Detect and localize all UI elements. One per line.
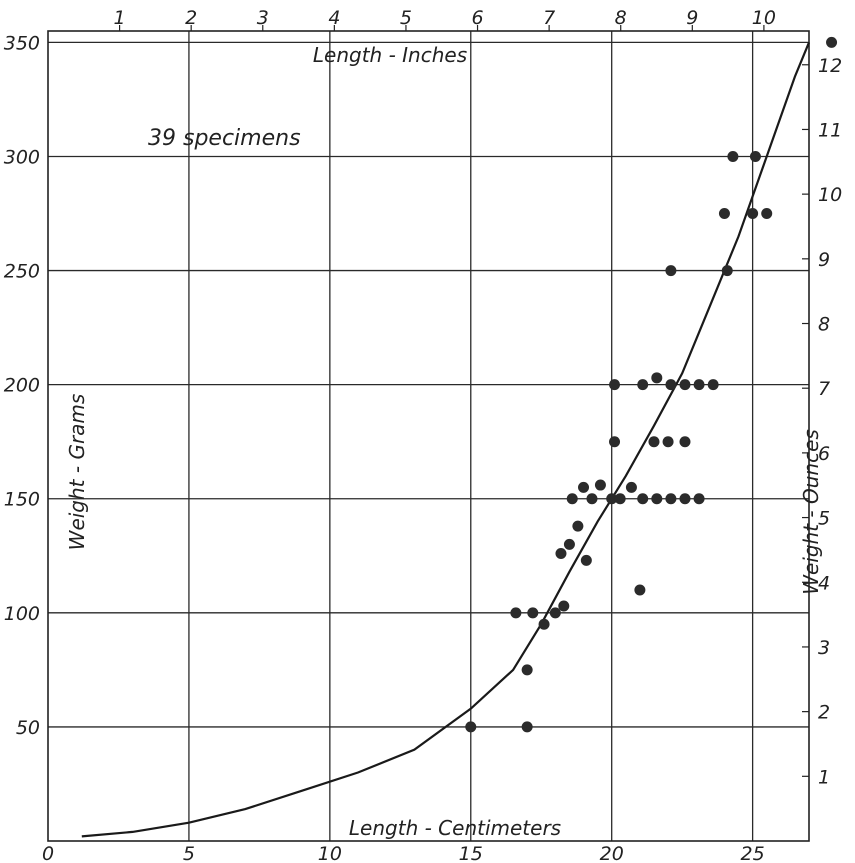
data-point: [727, 150, 739, 162]
x-tick-label-inch: 6: [471, 7, 483, 29]
data-point: [634, 584, 646, 596]
y-tick-label-ounces: 10: [818, 184, 842, 206]
data-point: [693, 493, 705, 505]
y-tick-label-grams: 150: [4, 489, 40, 511]
data-point: [572, 520, 584, 532]
top-axis-title: Length - Inches: [313, 43, 467, 67]
data-point: [578, 481, 590, 493]
x-tick-label-cm: 10: [318, 843, 342, 863]
x-tick-label-inch: 3: [257, 7, 269, 29]
x-tick-label-inch: 10: [752, 7, 776, 29]
y-tick-label-ounces: 3: [818, 637, 830, 659]
y-tick-label-grams: 50: [16, 717, 40, 739]
data-point: [563, 538, 575, 550]
data-point: [521, 664, 533, 676]
data-point: [648, 436, 660, 448]
data-point: [614, 493, 626, 505]
y-tick-label-ounces: 8: [818, 314, 830, 336]
y-tick-label-ounces: 9: [818, 249, 830, 271]
data-point: [747, 208, 759, 220]
y-tick-label-grams: 300: [4, 146, 40, 168]
data-point: [609, 436, 621, 448]
bottom-tick-labels: 0 5 10 15 20 25: [42, 843, 765, 863]
data-point: [637, 493, 649, 505]
x-tick-label-inch: 4: [328, 7, 340, 29]
left-tick-labels: 50 100 150 200 250 300 350: [4, 32, 40, 739]
y-tick-label-grams: 250: [4, 261, 40, 283]
data-point: [510, 607, 522, 619]
y-tick-label-ounces: 1: [818, 766, 830, 788]
bottom-axis-title: Length - Centimeters: [349, 816, 561, 840]
x-tick-label-cm: 0: [42, 843, 54, 863]
data-point: [665, 493, 677, 505]
top-tick-labels: 1 2 3 4 5 6 7 8 9 10: [114, 7, 776, 31]
data-point: [527, 607, 539, 619]
data-point: [679, 493, 691, 505]
y-tick-label-ounces: 4: [818, 572, 830, 594]
y-tick-label-ounces: 6: [818, 443, 830, 465]
data-point: [665, 265, 677, 277]
plot-frame: [47, 30, 810, 842]
x-tick-label-cm: 5: [183, 843, 195, 863]
data-point: [549, 607, 561, 619]
y-tick-label-ounces: 7: [818, 378, 830, 400]
y-tick-label-ounces: 11: [818, 119, 842, 141]
y-tick-label-ounces: 12: [818, 55, 842, 77]
left-axis-title: Weight - Grams: [65, 394, 89, 551]
data-point: [566, 493, 578, 505]
data-points: [465, 36, 838, 733]
data-point: [749, 150, 761, 162]
x-tick-label-inch: 8: [615, 7, 627, 29]
y-tick-label-ounces: 2: [818, 702, 830, 724]
y-tick-label-grams: 100: [4, 603, 40, 625]
data-point: [594, 479, 606, 491]
data-point: [586, 493, 598, 505]
data-point: [721, 265, 733, 277]
grid: [48, 31, 809, 841]
right-axis-title: Weight - Ounces: [799, 429, 823, 595]
x-tick-label-cm: 20: [600, 843, 624, 863]
data-point: [662, 436, 674, 448]
data-point: [679, 379, 691, 391]
x-tick-label-cm: 15: [459, 843, 483, 863]
x-tick-label-cm: 25: [741, 843, 765, 863]
x-tick-label-inch: 2: [185, 7, 197, 29]
y-tick-label-grams: 200: [4, 375, 40, 397]
specimen-count-note: 39 specimens: [148, 126, 301, 151]
data-point: [651, 372, 663, 384]
x-tick-label-inch: 1: [114, 7, 126, 29]
data-point: [693, 379, 705, 391]
data-point: [718, 208, 730, 220]
data-point: [761, 208, 773, 220]
data-point: [465, 721, 477, 733]
y-tick-label-grams: 350: [4, 32, 40, 54]
data-point: [651, 493, 663, 505]
data-point: [637, 379, 649, 391]
data-point: [707, 379, 719, 391]
data-point: [826, 36, 838, 48]
data-point: [558, 600, 570, 612]
fit-curve: [81, 41, 811, 838]
data-point: [538, 618, 550, 630]
data-point: [606, 493, 618, 505]
data-point: [555, 548, 567, 560]
data-point: [580, 554, 592, 566]
x-tick-label-inch: 7: [543, 7, 555, 29]
y-tick-label-ounces: 5: [818, 508, 830, 530]
data-point: [521, 721, 533, 733]
x-tick-label-inch: 5: [400, 7, 412, 29]
data-point: [665, 379, 677, 391]
data-point: [609, 379, 621, 391]
x-tick-label-inch: 9: [686, 7, 698, 29]
data-point: [679, 436, 691, 448]
data-point: [625, 481, 637, 493]
